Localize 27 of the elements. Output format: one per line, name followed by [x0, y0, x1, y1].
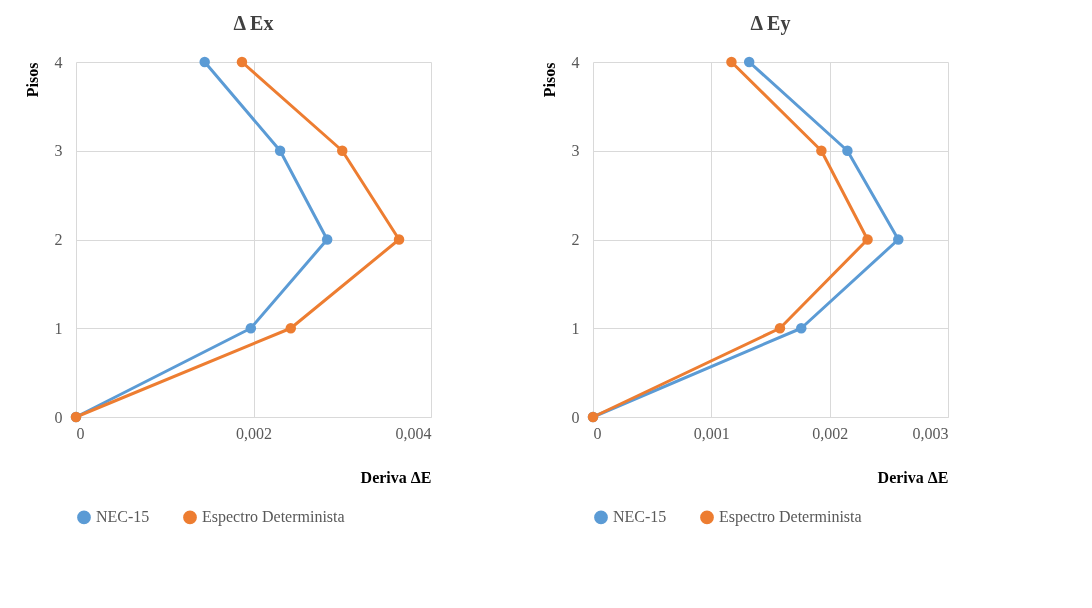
y-tick-label: 1 — [54, 319, 63, 337]
x-tick-label: 0,001 — [693, 424, 730, 442]
y-tick-label: 0 — [571, 408, 580, 426]
y-tick-label: 2 — [571, 231, 580, 248]
y-tick-label: 4 — [571, 53, 580, 71]
legend-label: Espectro Determinista — [719, 508, 862, 527]
y-tick-label: 3 — [571, 142, 580, 160]
y-axis-title: Pisos — [540, 62, 558, 98]
chart-title: Δ Ex — [233, 12, 274, 34]
x-tick-label: 0,002 — [812, 424, 849, 442]
legend-label: NEC-15 — [613, 508, 667, 526]
legend-label: Espectro Determinista — [202, 508, 345, 527]
legend-label: NEC-15 — [96, 508, 150, 526]
x-tick-label: 0,002 — [236, 424, 272, 442]
x-tick-label: 0 — [593, 424, 602, 442]
y-tick-label: 4 — [54, 53, 63, 71]
y-tick-label: 1 — [571, 319, 580, 337]
y-axis-title: Pisos — [23, 62, 41, 98]
x-tick-label: 0 — [76, 424, 85, 442]
x-tick-label: 0,004 — [395, 424, 432, 442]
x-axis-title: Deriva ΔE — [360, 468, 432, 486]
y-tick-label: 0 — [54, 408, 63, 426]
y-tick-label: 2 — [54, 231, 63, 248]
x-tick-label: 0,003 — [912, 424, 949, 442]
x-axis-title: Deriva ΔE — [877, 468, 949, 486]
chart-title: Δ Ey — [750, 12, 791, 35]
y-tick-label: 3 — [54, 142, 63, 160]
